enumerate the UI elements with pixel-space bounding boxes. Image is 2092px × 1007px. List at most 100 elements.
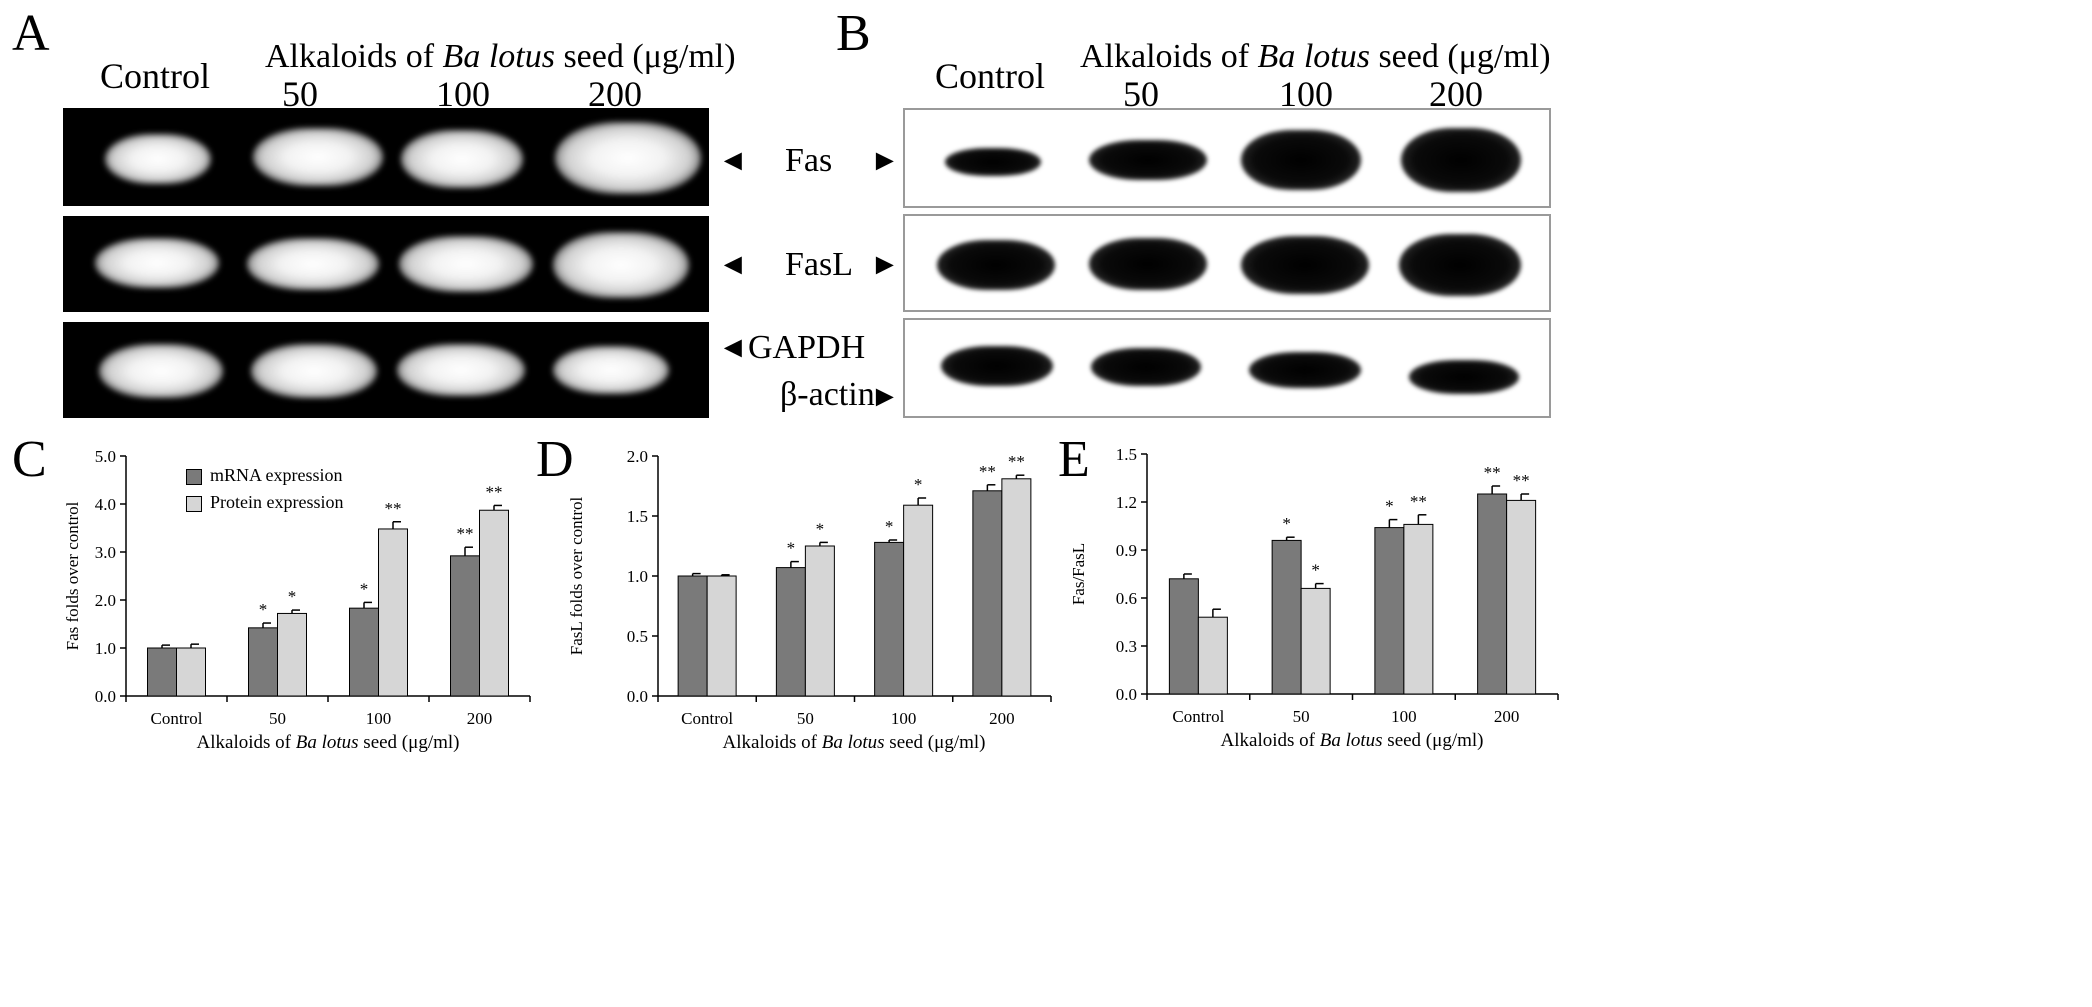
band-100 bbox=[1241, 236, 1369, 294]
chart-d-bar bbox=[972, 490, 1003, 697]
panel-b-header: Alkaloids of Ba lotus seed (μg/ml) bbox=[1080, 40, 1551, 74]
chart-c-xtick-label: 100 bbox=[366, 709, 392, 728]
panel-a-header: Alkaloids of Ba lotus seed (μg/ml) bbox=[265, 40, 736, 74]
chart-c-bar bbox=[450, 555, 480, 697]
legend-protein-text: Protein expression bbox=[210, 492, 344, 512]
panel-e-label: E bbox=[1058, 431, 1090, 488]
chart-c-sig-label: ** bbox=[457, 524, 474, 543]
band-200 bbox=[553, 232, 689, 298]
chart-e-ylabel: Fas/FasL bbox=[1069, 543, 1088, 605]
chart-c-bar bbox=[277, 612, 307, 697]
chart-c-bar bbox=[349, 607, 379, 697]
chart-c-xtick-label: Control bbox=[151, 709, 203, 728]
chart-d-sig-label: * bbox=[914, 475, 923, 494]
header-suffix: seed (μg/ml) bbox=[554, 38, 736, 75]
chart-d-ytick-label: 0.0 bbox=[627, 687, 648, 706]
chart-e-sig-label: ** bbox=[1513, 471, 1530, 490]
chart-c-sig-label: * bbox=[259, 600, 268, 619]
band-100 bbox=[397, 344, 525, 396]
band-50 bbox=[247, 238, 379, 290]
chart-e-xlabel: Alkaloids of Ba lotus seed (μg/ml) bbox=[1221, 730, 1484, 751]
chart-d-ytick-label: 0.5 bbox=[627, 627, 648, 646]
gel-fasl-mrna bbox=[63, 216, 709, 312]
chart-d-sig-label: ** bbox=[1008, 452, 1025, 471]
chart-e-bar bbox=[1374, 527, 1405, 695]
arrow-right-actin: ► bbox=[870, 380, 900, 413]
blot-actin-protein bbox=[903, 318, 1551, 418]
band-control bbox=[99, 344, 223, 398]
chart-c-bar bbox=[378, 528, 408, 697]
chart-d-bar bbox=[706, 575, 737, 697]
gel-fas-mrna bbox=[63, 108, 709, 206]
marker-fas: Fas bbox=[785, 142, 833, 179]
chart-d-sig-label: ** bbox=[979, 462, 996, 481]
chart-d-xtick-label: Control bbox=[681, 709, 733, 728]
marker-actin: β-actin bbox=[780, 376, 875, 413]
panel-b-control-label: Control bbox=[935, 56, 1046, 96]
chart-d-sig-label: * bbox=[787, 539, 796, 558]
panel-b-label: B bbox=[836, 5, 871, 62]
chart-d-ylabel: FasL folds over control bbox=[567, 496, 586, 655]
chart-c-ytick-label: 4.0 bbox=[95, 495, 116, 514]
legend-mrna-swatch bbox=[186, 468, 202, 485]
chart-d-xlabel: Alkaloids of Ba lotus seed (μg/ml) bbox=[723, 732, 986, 753]
chart-e-sig-label: * bbox=[1282, 514, 1291, 533]
band-control bbox=[945, 148, 1041, 176]
header-suffix: seed (μg/ml) bbox=[1369, 38, 1551, 75]
chart-c-xtick-label: 200 bbox=[467, 709, 493, 728]
chart-e-bar bbox=[1300, 587, 1331, 695]
chart-d-bar bbox=[775, 567, 806, 697]
band-200 bbox=[1409, 360, 1519, 394]
chart-d-bar bbox=[677, 575, 708, 697]
arrow-left-gapdh: ◄ bbox=[718, 331, 748, 364]
chart-e-sig-label: ** bbox=[1410, 492, 1427, 511]
chart-d-bar bbox=[874, 541, 905, 697]
header-prefix: Alkaloids of bbox=[265, 38, 443, 75]
chart-e-ytick-label: 0.6 bbox=[1116, 589, 1137, 608]
band-50 bbox=[1091, 348, 1201, 386]
chart-c-sig-label: * bbox=[360, 579, 369, 598]
panel-a-dose-50: 50 bbox=[282, 74, 318, 114]
chart-e-sig-label: * bbox=[1311, 561, 1320, 580]
header-italic: Ba lotus bbox=[442, 38, 555, 75]
panel-a-dose-100: 100 bbox=[436, 74, 490, 114]
chart-d-ytick-label: 1.5 bbox=[627, 507, 648, 526]
band-50 bbox=[1089, 238, 1207, 290]
chart-d-ytick-label: 1.0 bbox=[627, 567, 648, 586]
chart-d-ytick-label: 2.0 bbox=[627, 447, 648, 466]
band-100 bbox=[1241, 130, 1361, 190]
chart-c-ytick-label: 1.0 bbox=[95, 639, 116, 658]
chart-c-ytick-label: 5.0 bbox=[95, 447, 116, 466]
chart-e-ytick-label: 1.5 bbox=[1116, 445, 1137, 464]
band-200 bbox=[1401, 128, 1521, 192]
chart-d-xtick-label: 100 bbox=[891, 709, 917, 728]
band-control bbox=[937, 240, 1055, 290]
chart-d-xtick-label: 50 bbox=[797, 709, 814, 728]
chart-c-bar bbox=[176, 647, 206, 697]
panel-a-control-label: Control bbox=[100, 56, 211, 96]
chart-c-sig-label: * bbox=[288, 587, 297, 606]
band-100 bbox=[1249, 352, 1361, 388]
chart-e-sig-label: * bbox=[1385, 497, 1394, 516]
band-200 bbox=[553, 346, 669, 394]
header-italic: Ba lotus bbox=[1257, 38, 1370, 75]
chart-e-bar bbox=[1403, 523, 1434, 695]
chart-c-bar bbox=[248, 627, 278, 697]
chart-e-ytick-label: 1.2 bbox=[1116, 493, 1137, 512]
panel-b-dose-50: 50 bbox=[1123, 74, 1159, 114]
chart-e-bar bbox=[1477, 493, 1508, 695]
chart-d-bar bbox=[804, 545, 835, 697]
panel-b-dose-100: 100 bbox=[1279, 74, 1333, 114]
blot-fas-protein bbox=[903, 108, 1551, 208]
chart-c-ylabel: Fas folds over control bbox=[63, 501, 82, 650]
chart-c-ytick-label: 0.0 bbox=[95, 687, 116, 706]
marker-fasl: FasL bbox=[785, 246, 853, 283]
chart-c-sig-label: ** bbox=[486, 482, 503, 501]
panel-b-dose-200: 200 bbox=[1429, 74, 1483, 114]
chart-d-bar bbox=[1001, 478, 1032, 697]
chart-e-ytick-label: 0.9 bbox=[1116, 541, 1137, 560]
band-200 bbox=[555, 122, 701, 194]
band-control bbox=[95, 238, 219, 288]
chart-e-bar bbox=[1168, 578, 1199, 695]
